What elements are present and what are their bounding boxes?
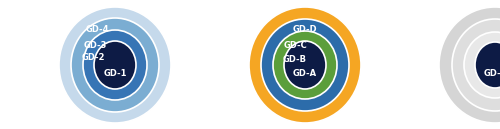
Text: GD-3: GD-3 (84, 41, 106, 50)
Ellipse shape (284, 41, 326, 89)
Text: GD-2: GD-2 (81, 54, 105, 62)
Ellipse shape (59, 7, 171, 123)
Text: GD-1: GD-1 (483, 68, 500, 78)
Ellipse shape (83, 30, 147, 100)
Text: GD-B: GD-B (283, 54, 307, 63)
Ellipse shape (452, 19, 500, 111)
Ellipse shape (261, 19, 349, 111)
Text: GD-A: GD-A (293, 68, 317, 78)
Ellipse shape (439, 7, 500, 123)
Ellipse shape (71, 18, 159, 112)
Ellipse shape (475, 42, 500, 88)
Ellipse shape (273, 31, 337, 99)
Ellipse shape (249, 7, 361, 123)
Text: GD-1: GD-1 (104, 68, 127, 78)
Text: GD-4: GD-4 (85, 26, 109, 34)
Text: GD-C: GD-C (283, 41, 307, 50)
Ellipse shape (94, 41, 136, 89)
Ellipse shape (464, 32, 500, 98)
Text: GD-D: GD-D (292, 26, 318, 34)
